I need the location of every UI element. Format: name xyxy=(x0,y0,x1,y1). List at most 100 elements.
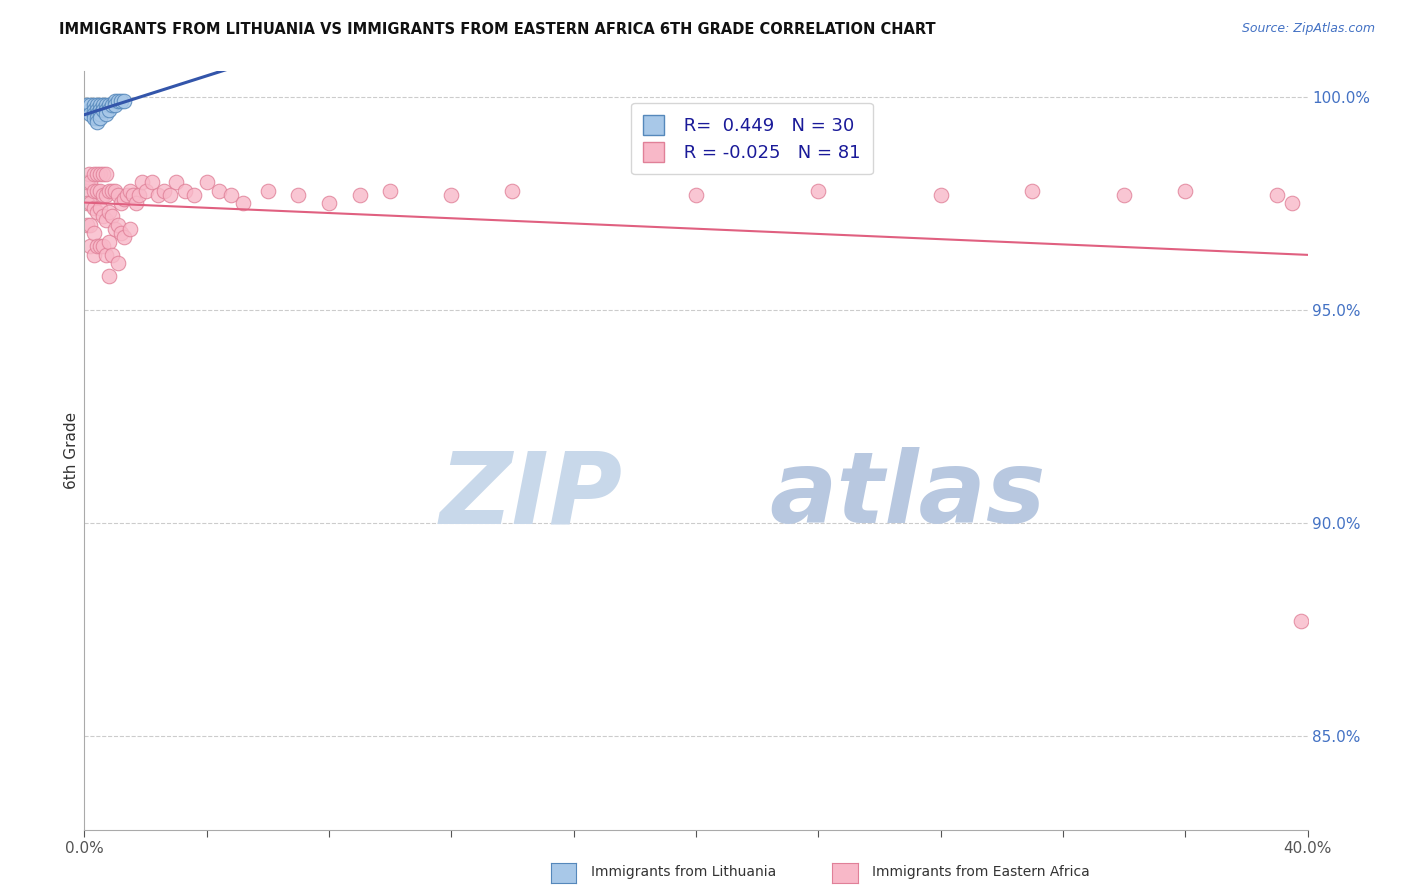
Point xyxy=(94,107,117,121)
Point xyxy=(502,184,524,198)
Point xyxy=(83,201,105,215)
Point xyxy=(107,256,129,270)
Point xyxy=(104,98,127,112)
Point xyxy=(77,167,100,181)
Point xyxy=(110,196,132,211)
Point xyxy=(97,268,120,283)
Point xyxy=(86,98,108,112)
Point xyxy=(104,184,127,198)
Point xyxy=(91,209,114,223)
Point xyxy=(91,239,114,253)
Point xyxy=(91,98,114,112)
Point xyxy=(440,187,463,202)
Point xyxy=(97,103,120,117)
Point xyxy=(91,187,114,202)
Point xyxy=(349,187,371,202)
Point xyxy=(97,235,120,249)
Point xyxy=(1174,184,1197,198)
Point xyxy=(104,222,127,236)
Point xyxy=(94,213,117,227)
Point xyxy=(101,247,124,261)
Point xyxy=(1291,614,1313,628)
Point xyxy=(112,94,135,108)
Point xyxy=(86,205,108,219)
Point xyxy=(89,167,111,181)
Point xyxy=(91,167,114,181)
Point xyxy=(128,187,150,202)
Point xyxy=(141,175,163,189)
Point xyxy=(89,103,111,117)
Point xyxy=(165,175,187,189)
Point xyxy=(94,247,117,261)
Point xyxy=(183,187,205,202)
Point xyxy=(83,247,105,261)
Point xyxy=(86,103,108,117)
Point xyxy=(112,230,135,244)
Point xyxy=(104,94,127,108)
Point xyxy=(76,98,98,112)
Point xyxy=(1114,187,1136,202)
Point xyxy=(89,201,111,215)
Point xyxy=(83,103,105,117)
Point xyxy=(125,196,148,211)
Point xyxy=(101,209,124,223)
Point xyxy=(135,184,157,198)
Point xyxy=(94,167,117,181)
Point xyxy=(219,187,242,202)
Point xyxy=(86,239,108,253)
Point xyxy=(208,184,231,198)
Point xyxy=(86,115,108,129)
Text: Immigrants from Eastern Africa: Immigrants from Eastern Africa xyxy=(872,865,1090,880)
Point xyxy=(112,192,135,206)
Point xyxy=(79,239,101,253)
Point xyxy=(153,184,176,198)
Point xyxy=(685,187,707,202)
Point xyxy=(83,98,105,112)
Point xyxy=(1281,196,1303,211)
Point xyxy=(110,226,132,240)
Point xyxy=(76,218,98,232)
Point xyxy=(287,187,309,202)
Point xyxy=(75,184,97,198)
Point xyxy=(380,184,402,198)
Point xyxy=(94,103,117,117)
Text: ZIP: ZIP xyxy=(440,448,623,544)
Point xyxy=(318,196,340,211)
Point xyxy=(807,184,830,198)
Point xyxy=(86,112,108,126)
Point xyxy=(232,196,254,211)
Point xyxy=(146,187,169,202)
Point xyxy=(89,239,111,253)
Point xyxy=(86,167,108,181)
Point xyxy=(174,184,197,198)
Point xyxy=(97,205,120,219)
Point xyxy=(83,107,105,121)
Legend:  R=  0.449   N = 30,  R = -0.025   N = 81: R= 0.449 N = 30, R = -0.025 N = 81 xyxy=(631,103,873,174)
Point xyxy=(79,218,101,232)
Point xyxy=(89,107,111,121)
Point xyxy=(94,98,117,112)
Text: Immigrants from Lithuania: Immigrants from Lithuania xyxy=(591,865,776,880)
Point xyxy=(122,187,145,202)
Point xyxy=(131,175,153,189)
Point xyxy=(120,184,142,198)
Point xyxy=(159,187,181,202)
Point xyxy=(83,226,105,240)
Text: IMMIGRANTS FROM LITHUANIA VS IMMIGRANTS FROM EASTERN AFRICA 6TH GRADE CORRELATIO: IMMIGRANTS FROM LITHUANIA VS IMMIGRANTS … xyxy=(59,22,935,37)
Point xyxy=(83,112,105,126)
Point xyxy=(79,175,101,189)
Point xyxy=(1021,184,1043,198)
Point xyxy=(79,107,101,121)
Point xyxy=(79,196,101,211)
Point xyxy=(97,98,120,112)
Point xyxy=(115,187,138,202)
Point xyxy=(120,222,142,236)
Y-axis label: 6th Grade: 6th Grade xyxy=(63,412,79,489)
Point xyxy=(94,187,117,202)
Point xyxy=(929,187,952,202)
Point xyxy=(101,98,124,112)
Point xyxy=(257,184,280,198)
Point xyxy=(79,98,101,112)
Point xyxy=(101,184,124,198)
Point xyxy=(89,184,111,198)
